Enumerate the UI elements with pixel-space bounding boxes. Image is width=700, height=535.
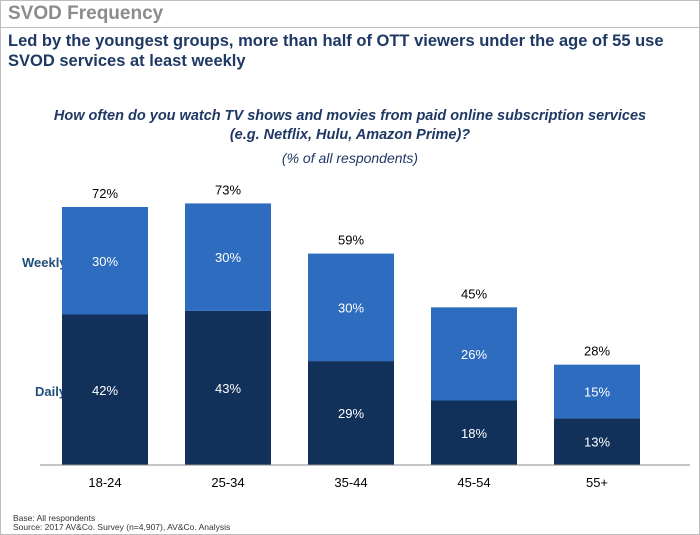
category-label-18-24: 18-24 [88, 475, 121, 490]
data-label-weekly-45-54: 26% [461, 347, 487, 362]
bar-weekly-45-54 [431, 307, 517, 401]
headline: Led by the youngest groups, more than ha… [8, 32, 664, 70]
bar-daily-45-54 [431, 400, 517, 465]
data-label-daily-18-24: 42% [92, 383, 118, 398]
total-label-25-34: 73% [215, 182, 241, 197]
total-label-18-24: 72% [92, 186, 118, 201]
category-label-25-34: 25-34 [211, 475, 244, 490]
footnote-base: Base: All respondents [13, 513, 96, 523]
total-label-55+: 28% [584, 344, 610, 359]
chart-question: How often do you watch TV shows and movi… [53, 108, 647, 143]
slide-title: SVOD Frequency [8, 3, 164, 24]
data-label-daily-55+: 13% [584, 435, 610, 450]
footnote-source: Source: 2017 AV&Co. Survey (n=4,907), AV… [13, 522, 231, 532]
data-label-weekly-18-24: 30% [92, 254, 118, 269]
data-label-weekly-55+: 15% [584, 385, 610, 400]
bar-daily-25-34 [185, 310, 271, 465]
data-label-weekly-35-44: 30% [338, 300, 364, 315]
series-label-daily: Daily [35, 384, 67, 399]
category-label-35-44: 35-44 [334, 475, 367, 490]
bar-weekly-35-44 [308, 253, 394, 362]
bar-weekly-18-24 [62, 207, 148, 315]
series-label-weekly: Weekly [22, 255, 67, 270]
category-label-55+: 55+ [586, 475, 608, 490]
data-label-weekly-25-34: 30% [215, 250, 241, 265]
total-label-45-54: 45% [461, 286, 487, 301]
bar-daily-35-44 [308, 361, 394, 465]
bar-daily-18-24 [62, 314, 148, 465]
data-label-daily-25-34: 43% [215, 381, 241, 396]
chart-subquestion: (% of all respondents) [281, 150, 419, 166]
data-label-daily-35-44: 29% [338, 406, 364, 421]
data-label-daily-45-54: 18% [461, 426, 487, 441]
bar-weekly-25-34 [185, 203, 271, 311]
total-label-35-44: 59% [338, 233, 364, 248]
category-label-45-54: 45-54 [457, 475, 490, 490]
bar-weekly-55+ [554, 364, 640, 419]
bar-daily-55+ [554, 418, 640, 465]
title-divider [0, 27, 700, 28]
